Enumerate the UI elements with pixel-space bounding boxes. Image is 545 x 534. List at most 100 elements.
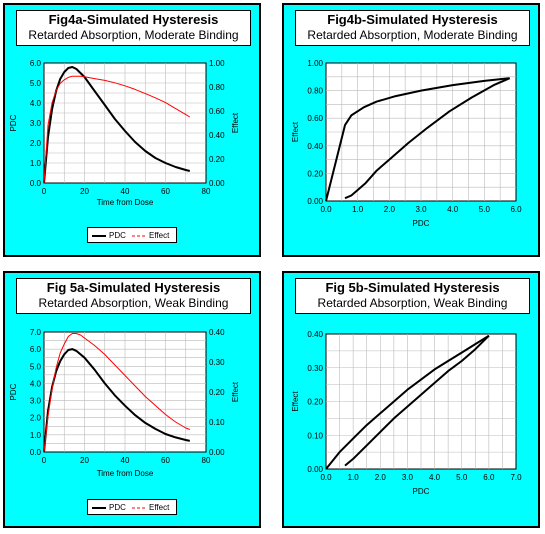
x-axis-label: Time from Dose xyxy=(97,198,154,207)
y-tick-label: 4.0 xyxy=(30,99,42,108)
panel-subtitle: Retarded Absorption, Weak Binding xyxy=(317,296,508,310)
series-line-pdc xyxy=(43,66,191,184)
x-tick-label: 5.0 xyxy=(456,473,468,482)
y-tick-label: 0.40 xyxy=(307,142,323,151)
y-tick-label: 0.60 xyxy=(307,114,323,123)
x-tick-label: 3.0 xyxy=(402,473,414,482)
y-tick-label: 5.0 xyxy=(30,79,42,88)
x-tick-label: 0 xyxy=(42,187,47,196)
y2-tick-label: 0.30 xyxy=(209,358,225,367)
legend-effect-label: Effect xyxy=(149,231,170,240)
y-tick-label: 0.00 xyxy=(307,465,323,474)
y2-tick-label: 0.00 xyxy=(209,448,225,457)
x-tick-label: 2.0 xyxy=(384,205,396,214)
y2-tick-label: 1.00 xyxy=(209,59,225,68)
panel-title: Fig4b-Simulated Hysteresis xyxy=(327,12,498,27)
y-tick-label: 3.0 xyxy=(30,397,42,406)
x-axis-label: PDC xyxy=(413,487,430,496)
panel-subtitle: Retarded Absorption, Moderate Binding xyxy=(28,28,239,42)
series-line-descending xyxy=(344,77,511,200)
x-tick-label: 2.0 xyxy=(375,473,387,482)
y-tick-label: 2.0 xyxy=(30,139,42,148)
panel-title-box: Fig4b-Simulated Hysteresis Retarded Abso… xyxy=(295,10,530,46)
y-tick-label: 0.40 xyxy=(307,330,323,339)
y-tick-label: 0.10 xyxy=(307,431,323,440)
chart-legend: PDC Effect xyxy=(87,499,177,515)
y2-tick-label: 0.80 xyxy=(209,83,225,92)
y-tick-label: 5.0 xyxy=(30,362,42,371)
y-axis-label: PDC xyxy=(9,114,18,131)
y-tick-label: 1.0 xyxy=(30,431,42,440)
x-tick-label: 4.0 xyxy=(429,473,441,482)
y2-tick-label: 0.40 xyxy=(209,328,225,337)
panel-fig4b: Fig4b-Simulated Hysteresis Retarded Abso… xyxy=(282,3,540,257)
x-axis-label: Time from Dose xyxy=(97,469,154,478)
panel-title-box: Fig 5a-Simulated Hysteresis Retarded Abs… xyxy=(16,278,251,314)
y-tick-label: 6.0 xyxy=(30,59,42,68)
legend-effect-swatch xyxy=(132,235,146,237)
y-tick-label: 0.00 xyxy=(307,197,323,206)
x-axis-label: PDC xyxy=(413,219,430,228)
x-tick-label: 0.0 xyxy=(320,473,332,482)
panel-fig5a: Fig 5a-Simulated Hysteresis Retarded Abs… xyxy=(3,271,261,528)
panel-subtitle: Retarded Absorption, Weak Binding xyxy=(38,296,229,310)
panel-fig5b: Fig 5b-Simulated Hysteresis Retarded Abs… xyxy=(282,271,540,528)
x-tick-label: 6.0 xyxy=(483,473,495,482)
legend-pdc-swatch xyxy=(92,235,106,237)
series-line-effect xyxy=(43,75,191,184)
x-tick-label: 1.0 xyxy=(348,473,360,482)
x-tick-label: 80 xyxy=(202,456,211,465)
x-tick-label: 3.0 xyxy=(415,205,427,214)
panel-title: Fig 5b-Simulated Hysteresis xyxy=(325,280,500,295)
x-tick-label: 40 xyxy=(121,456,130,465)
chart-fig4b: 0.0 1.0 2.0 3.0 4.0 5.0 6.0 0.00 0.20 0.40 0.60 0.8… xyxy=(291,59,522,228)
x-tick-label: 7.0 xyxy=(510,473,522,482)
y-axis-label: PDC xyxy=(9,383,18,400)
chart-fig5a: 0 20 40 60 80 0.0 1.0 2.0 3.0 4.0 5.0 6.0 7.0 0.00 0.1… xyxy=(9,328,240,478)
y2-axis-label: Effect xyxy=(231,381,240,402)
y2-tick-label: 0.00 xyxy=(209,179,225,188)
x-tick-label: 0 xyxy=(42,456,47,465)
y2-axis-label: Effect xyxy=(231,112,240,133)
y-tick-label: 7.0 xyxy=(30,328,42,337)
panel-title: Fig4a-Simulated Hysteresis xyxy=(48,12,219,27)
y-axis-label: Effect xyxy=(291,121,300,142)
x-tick-label: 5.0 xyxy=(479,205,491,214)
chart-legend: PDC Effect xyxy=(87,227,177,243)
series-line-ascending xyxy=(325,77,510,202)
y-tick-label: 3.0 xyxy=(30,119,42,128)
y2-tick-label: 0.20 xyxy=(209,155,225,164)
series-line-descending xyxy=(344,334,490,467)
chart-fig5b: 0.0 1.0 2.0 3.0 4.0 5.0 6.0 7.0 0.00 0.10 0.20 0.30… xyxy=(291,330,522,496)
y2-tick-label: 0.60 xyxy=(209,107,225,116)
y-tick-label: 0.20 xyxy=(307,169,323,178)
y-tick-label: 0.30 xyxy=(307,364,323,373)
x-tick-label: 80 xyxy=(202,187,211,196)
legend-pdc-swatch xyxy=(92,507,106,509)
x-tick-label: 60 xyxy=(161,187,170,196)
y2-tick-label: 0.10 xyxy=(209,418,225,427)
chart-fig4a: 0 20 40 60 80 0.0 1.0 2.0 3.0 4.0 5.0 6.0 0.00 0.20 0.… xyxy=(9,59,240,207)
panel-title-box: Fig4a-Simulated Hysteresis Retarded Abso… xyxy=(16,10,251,46)
panel-title: Fig 5a-Simulated Hysteresis xyxy=(46,280,221,295)
y-tick-label: 0.20 xyxy=(307,398,323,407)
panel-fig4a: Fig4a-Simulated Hysteresis Retarded Abso… xyxy=(3,3,261,257)
x-tick-label: 20 xyxy=(80,456,89,465)
legend-effect-label: Effect xyxy=(149,503,170,512)
x-tick-label: 20 xyxy=(80,187,89,196)
y-tick-label: 0.0 xyxy=(30,179,42,188)
y-tick-label: 4.0 xyxy=(30,379,42,388)
legend-pdc-label: PDC xyxy=(109,503,126,512)
y2-tick-label: 0.20 xyxy=(209,388,225,397)
x-tick-label: 60 xyxy=(161,456,170,465)
y-tick-label: 1.00 xyxy=(307,59,323,68)
y-axis-label: Effect xyxy=(291,391,300,412)
legend-effect-swatch xyxy=(132,507,146,509)
series-line-effect xyxy=(43,333,190,453)
series-line-ascending xyxy=(325,334,490,470)
x-tick-label: 6.0 xyxy=(510,205,522,214)
x-tick-label: 1.0 xyxy=(352,205,364,214)
panel-title-box: Fig 5b-Simulated Hysteresis Retarded Abs… xyxy=(295,278,530,314)
y-tick-label: 0.0 xyxy=(30,448,42,457)
y-tick-label: 2.0 xyxy=(30,414,42,423)
